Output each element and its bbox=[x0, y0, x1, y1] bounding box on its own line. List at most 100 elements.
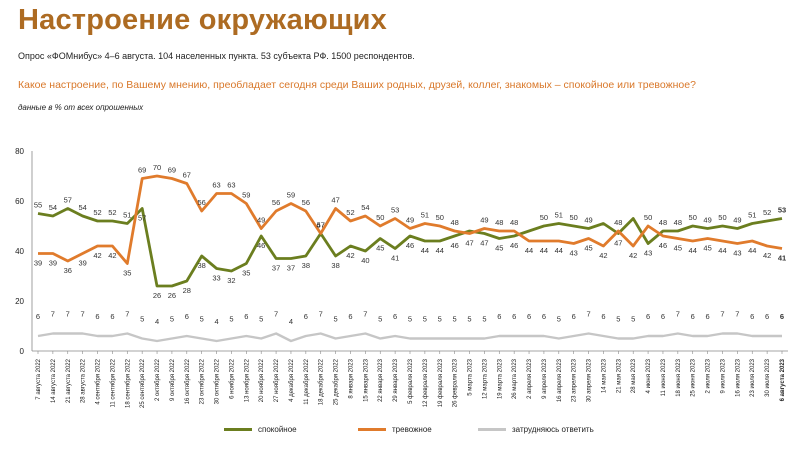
data-label-unsure: 5 bbox=[616, 315, 620, 324]
data-label-unsure: 5 bbox=[200, 315, 204, 324]
legend-swatch-unsure bbox=[478, 428, 506, 431]
x-tick-label: 11 июня 2023 bbox=[661, 358, 667, 396]
x-tick-label: 6 августа 2023 bbox=[780, 358, 786, 401]
data-label-calm: 52 bbox=[763, 208, 771, 217]
x-tick-label: 30 апреля 2023 bbox=[587, 358, 593, 402]
survey-question: Какое настроение, по Вашему мнению, прео… bbox=[18, 79, 696, 91]
x-tick-label: 11 декабря 2022 bbox=[304, 358, 310, 404]
data-label-calm: 53 bbox=[778, 206, 786, 215]
data-label-unsure: 4 bbox=[214, 317, 218, 326]
data-label-anxious: 52 bbox=[346, 208, 354, 217]
data-label-unsure: 6 bbox=[185, 312, 189, 321]
x-tick-label: 6 ноября 2022 bbox=[229, 358, 235, 399]
x-tick-label: 4 сентября 2022 bbox=[96, 358, 102, 404]
data-label-anxious: 50 bbox=[436, 213, 444, 222]
data-label-anxious: 44 bbox=[748, 246, 756, 255]
data-label-calm: 33 bbox=[212, 274, 220, 283]
x-tick-label: 21 мая 2023 bbox=[616, 358, 622, 393]
data-label-unsure: 7 bbox=[81, 310, 85, 319]
data-label-anxious: 39 bbox=[78, 259, 86, 268]
y-tick-label: 0 bbox=[20, 347, 25, 356]
x-tick-label: 27 ноября 2022 bbox=[274, 358, 280, 402]
data-label-calm: 47 bbox=[614, 239, 622, 248]
data-label-calm: 26 bbox=[153, 291, 161, 300]
series-line-calm bbox=[37, 207, 783, 288]
data-label-calm: 55 bbox=[34, 201, 42, 210]
x-tick-label: 2 апреля 2023 bbox=[527, 358, 533, 398]
data-label-anxious: 42 bbox=[93, 251, 101, 260]
x-tick-label: 16 июля 2023 bbox=[735, 358, 741, 396]
data-label-anxious: 50 bbox=[376, 213, 384, 222]
x-tick-label: 16 октября 2022 bbox=[185, 358, 191, 404]
data-label-unsure: 6 bbox=[110, 312, 114, 321]
data-label-unsure: 6 bbox=[765, 312, 769, 321]
legend-item-anxious: тревожное bbox=[358, 425, 432, 434]
data-label-anxious: 44 bbox=[718, 246, 726, 255]
data-label-unsure: 5 bbox=[423, 315, 427, 324]
x-tick-label: 20 ноября 2022 bbox=[259, 358, 265, 402]
data-label-calm: 28 bbox=[183, 286, 191, 295]
x-tick-label: 18 декабря 2022 bbox=[319, 358, 325, 405]
data-label-calm: 26 bbox=[168, 291, 176, 300]
data-label-calm: 45 bbox=[495, 244, 503, 253]
data-label-unsure: 7 bbox=[676, 310, 680, 319]
data-label-unsure: 6 bbox=[691, 312, 695, 321]
data-label-anxious: 35 bbox=[123, 269, 131, 278]
data-label-anxious: 48 bbox=[510, 218, 518, 227]
y-tick-label: 40 bbox=[15, 247, 24, 256]
data-label-calm: 44 bbox=[421, 246, 429, 255]
y-tick-label: 80 bbox=[15, 147, 24, 156]
data-label-anxious: 63 bbox=[212, 181, 220, 190]
x-tick-label: 14 августа 2022 bbox=[51, 358, 57, 403]
data-label-anxious: 59 bbox=[287, 191, 295, 200]
page-title: Настроение окружающих bbox=[18, 4, 387, 36]
x-tick-label: 5 февраля 2023 bbox=[408, 358, 414, 404]
data-label-calm: 52 bbox=[108, 208, 116, 217]
x-tick-label: 19 марта 2023 bbox=[497, 358, 503, 399]
x-tick-label: 29 января 2023 bbox=[393, 358, 399, 402]
data-label-calm: 50 bbox=[689, 213, 697, 222]
data-label-unsure: 6 bbox=[542, 312, 546, 321]
data-label-unsure: 7 bbox=[319, 310, 323, 319]
data-label-calm: 47 bbox=[480, 239, 488, 248]
x-tick-label: 12 марта 2023 bbox=[482, 358, 488, 399]
data-label-calm: 51 bbox=[123, 211, 131, 220]
data-label-anxious: 53 bbox=[391, 206, 399, 215]
data-label-calm: 57 bbox=[138, 214, 146, 223]
x-tick-label: 7 августа 2022 bbox=[36, 358, 42, 399]
x-tick-label: 4 декабря 2022 bbox=[289, 358, 295, 402]
legend-item-unsure: затрудняюсь ответить bbox=[478, 425, 594, 434]
data-label-anxious: 42 bbox=[763, 251, 771, 260]
data-label-unsure: 7 bbox=[51, 310, 55, 319]
data-label-anxious: 49 bbox=[257, 216, 265, 225]
data-label-anxious: 44 bbox=[540, 246, 548, 255]
data-label-unsure: 6 bbox=[497, 312, 501, 321]
data-label-calm: 41 bbox=[391, 254, 399, 263]
data-label-anxious: 47 bbox=[331, 196, 339, 205]
y-tick-label: 20 bbox=[15, 297, 24, 306]
data-label-calm: 37 bbox=[287, 264, 295, 273]
x-tick-label: 25 декабря 2022 bbox=[334, 358, 340, 405]
data-label-anxious: 56 bbox=[272, 198, 280, 207]
x-tick-label: 2 июля 2023 bbox=[706, 358, 712, 393]
x-tick-label: 25 сентября 2022 bbox=[140, 358, 146, 408]
series-line-unsure bbox=[37, 332, 782, 343]
data-label-calm: 43 bbox=[644, 249, 652, 258]
y-tick-label: 60 bbox=[15, 197, 24, 206]
data-label-anxious: 48 bbox=[495, 218, 503, 227]
data-label-unsure: 6 bbox=[527, 312, 531, 321]
data-label-calm: 46 bbox=[510, 241, 518, 250]
data-label-calm: 50 bbox=[718, 213, 726, 222]
x-tick-label: 28 августа 2022 bbox=[81, 358, 87, 403]
data-label-anxious: 59 bbox=[242, 191, 250, 200]
data-label-unsure: 6 bbox=[95, 312, 99, 321]
data-label-unsure: 5 bbox=[378, 315, 382, 324]
data-label-calm: 50 bbox=[570, 213, 578, 222]
data-label-calm: 46 bbox=[406, 241, 414, 250]
data-label-calm: 40 bbox=[361, 256, 369, 265]
x-tick-label: 8 января 2023 bbox=[348, 358, 354, 398]
x-tick-label: 30 октября 2022 bbox=[215, 358, 221, 404]
x-tick-label: 26 марта 2023 bbox=[512, 358, 518, 399]
x-tick-label: 9 октября 2022 bbox=[170, 358, 176, 401]
data-label-anxious: 63 bbox=[227, 181, 235, 190]
